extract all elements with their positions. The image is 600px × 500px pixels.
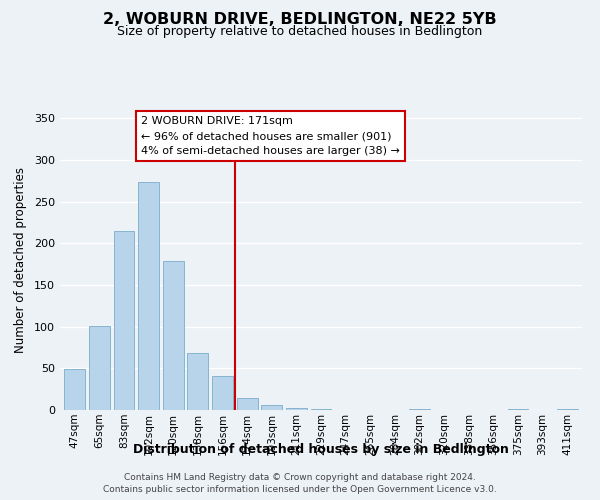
Bar xyxy=(311,409,331,410)
Bar xyxy=(187,354,208,410)
Text: 2, WOBURN DRIVE, BEDLINGTON, NE22 5YB: 2, WOBURN DRIVE, BEDLINGTON, NE22 5YB xyxy=(103,12,497,28)
Bar xyxy=(89,326,110,410)
Bar xyxy=(557,409,578,410)
Bar xyxy=(212,376,233,410)
Text: 2 WOBURN DRIVE: 171sqm
← 96% of detached houses are smaller (901)
4% of semi-det: 2 WOBURN DRIVE: 171sqm ← 96% of detached… xyxy=(141,116,400,156)
Text: Size of property relative to detached houses in Bedlington: Size of property relative to detached ho… xyxy=(118,25,482,38)
Text: Distribution of detached houses by size in Bedlington: Distribution of detached houses by size … xyxy=(133,442,509,456)
Text: Contains HM Land Registry data © Crown copyright and database right 2024.
Contai: Contains HM Land Registry data © Crown c… xyxy=(103,472,497,494)
Bar xyxy=(508,409,529,410)
Bar xyxy=(113,231,134,410)
Bar xyxy=(261,405,282,410)
Bar xyxy=(163,261,184,410)
Bar xyxy=(286,408,307,410)
Y-axis label: Number of detached properties: Number of detached properties xyxy=(14,167,27,353)
Bar xyxy=(236,398,257,410)
Bar xyxy=(138,182,159,410)
Bar xyxy=(64,369,85,410)
Bar xyxy=(409,409,430,410)
